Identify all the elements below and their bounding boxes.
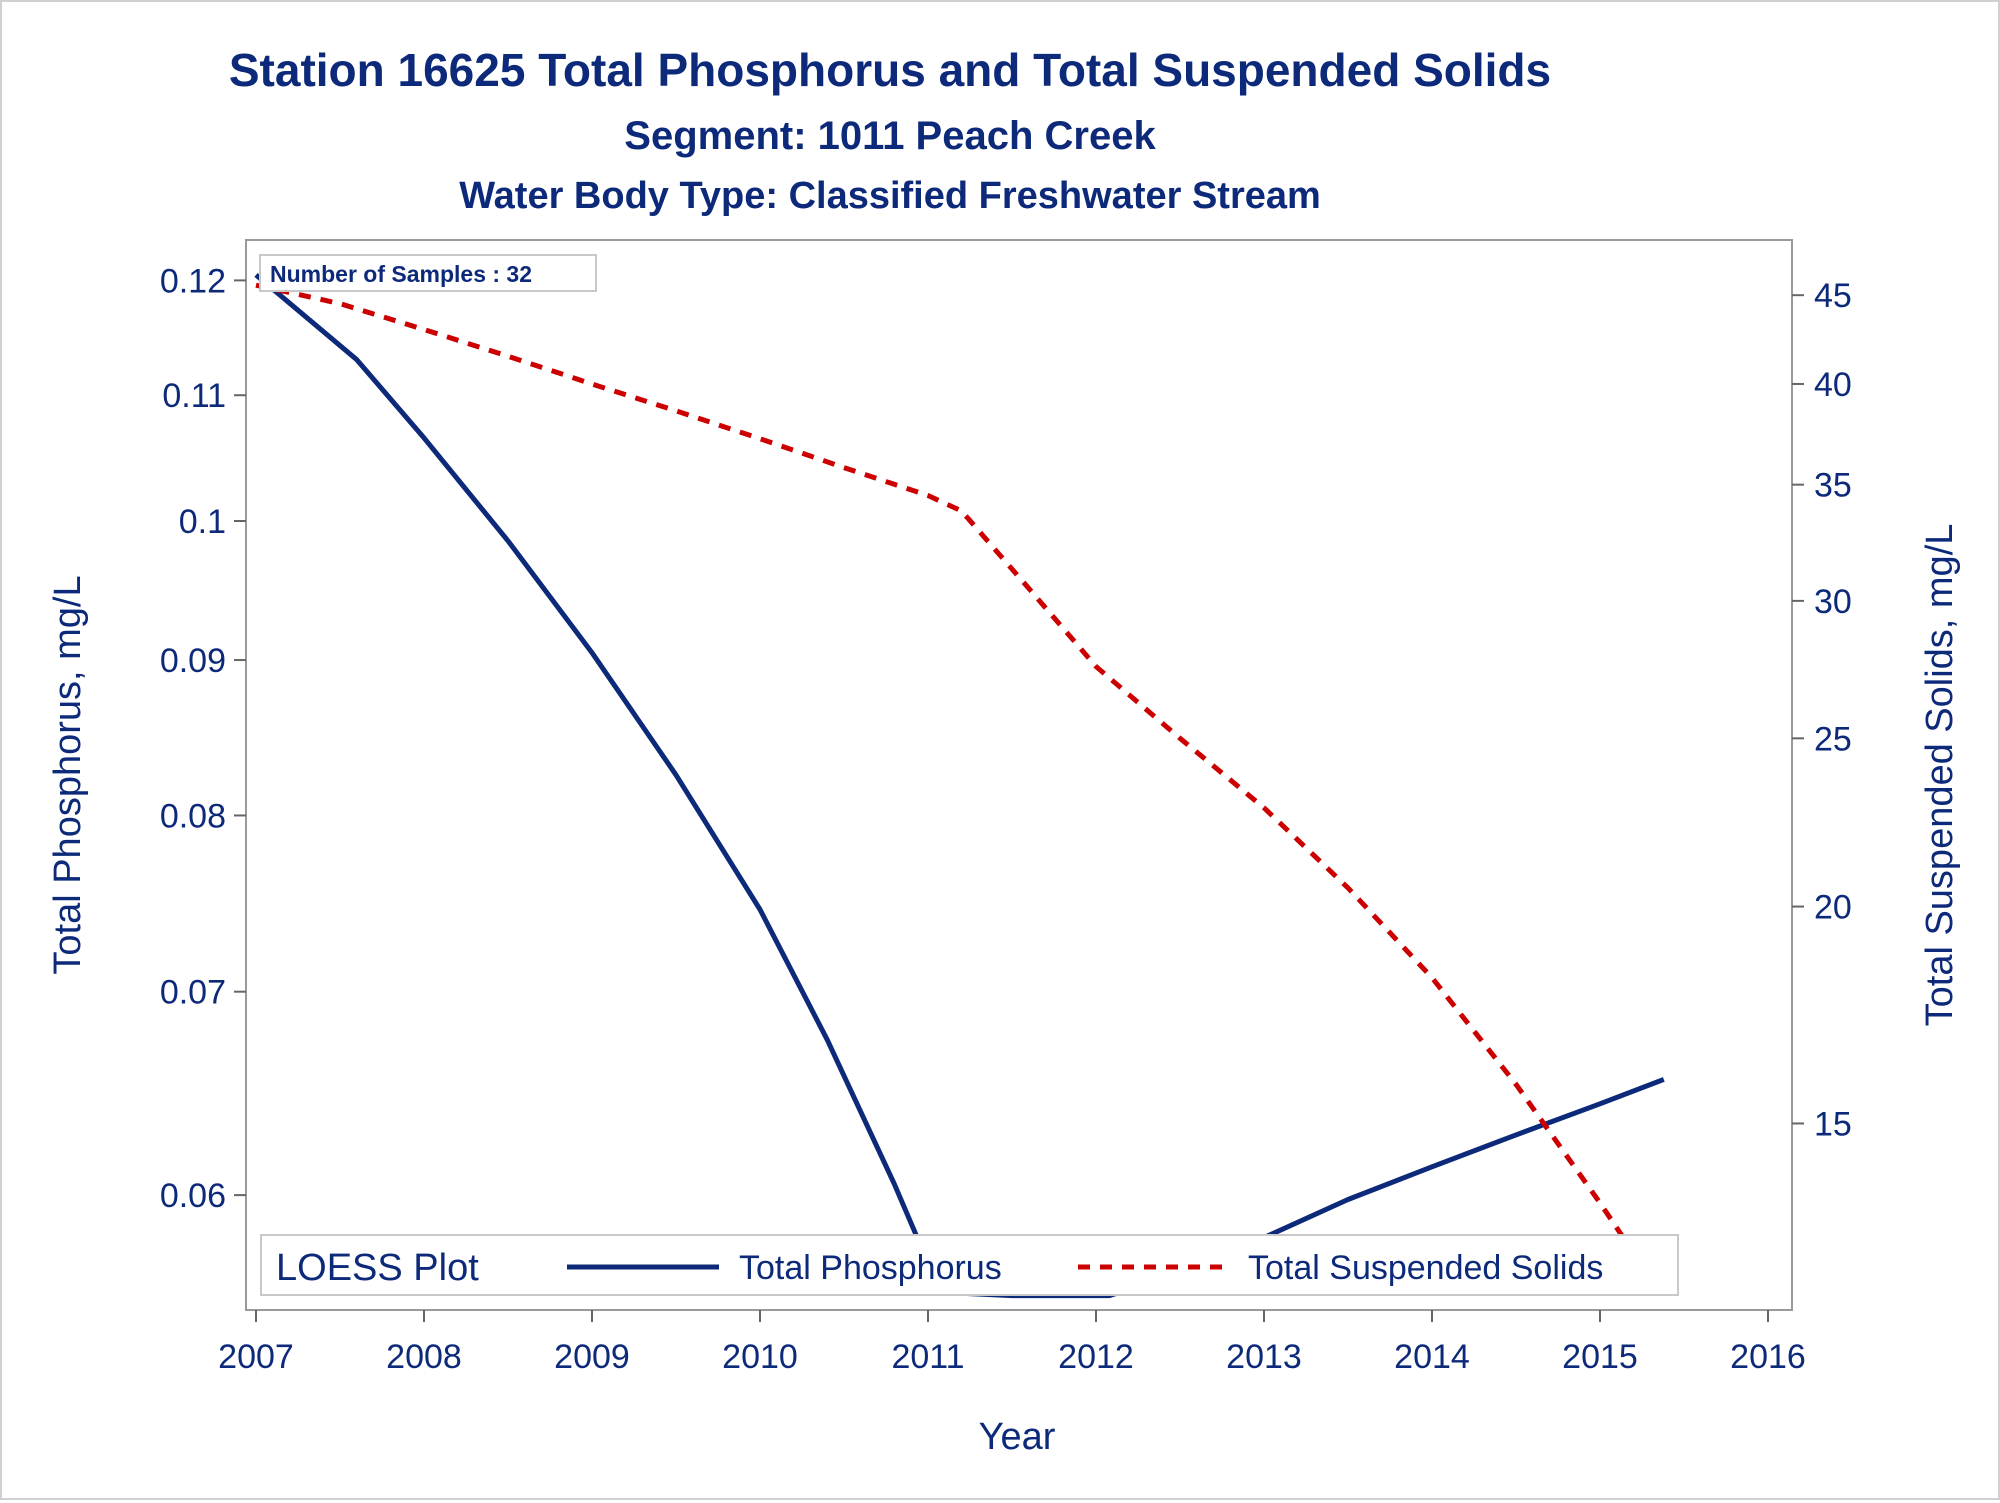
y-left-tick-label: 0.07 [160, 974, 226, 1012]
series-line-total-suspended-solids [255, 282, 1666, 1300]
y-left-tick-label: 0.08 [160, 797, 226, 835]
x-tick-label: 2011 [891, 1338, 964, 1376]
y-left-tick-label: 0.11 [162, 377, 226, 415]
y-left-tick-label: 0.06 [160, 1177, 226, 1215]
y-right-tick-label: 20 [1814, 889, 1852, 927]
x-tick-label: 2010 [722, 1338, 798, 1376]
legend: LOESS Plot Total Phosphorus Total Suspen… [260, 1234, 1679, 1296]
legend-box [260, 1234, 1679, 1296]
series-line-total-phosphorus [254, 272, 1665, 1299]
x-tick-label: 2014 [1394, 1338, 1470, 1376]
x-tick-label: 2012 [1058, 1338, 1134, 1376]
x-tick-label: 2007 [218, 1338, 294, 1376]
x-tick-label: 2015 [1562, 1338, 1638, 1376]
chart-title: Station 16625 Total Phosphorus and Total… [229, 44, 1551, 96]
y-axis-right: 15 20 25 30 35 40 45 [1792, 277, 1852, 1143]
legend-title: LOESS Plot [276, 1247, 479, 1289]
y-left-tick-label: 0.1 [179, 503, 226, 541]
x-tick-label: 2016 [1730, 1338, 1806, 1376]
chart-subtitle-segment: Segment: 1011 Peach Creek [624, 114, 1156, 158]
x-tick-label: 2013 [1226, 1338, 1302, 1376]
y-right-tick-label: 45 [1814, 277, 1852, 315]
x-tick-label: 2008 [386, 1338, 462, 1376]
y-left-tick-label: 0.12 [160, 262, 226, 300]
x-axis: 2007 2008 2009 2010 2011 2012 2013 2014 2015 2016 [218, 1310, 1806, 1376]
y-right-tick-label: 15 [1814, 1105, 1852, 1143]
legend-label-total-suspended-solids: Total Suspended Solids [1248, 1249, 1603, 1287]
chart-subtitle-water-body: Water Body Type: Classified Freshwater S… [459, 175, 1321, 217]
y-axis-right-label: Total Suspended Solids, mg/L [1919, 524, 1961, 1027]
y-right-tick-label: 40 [1814, 366, 1852, 404]
series-layer [254, 272, 1666, 1300]
y-axis-left: 0.06 0.07 0.08 0.09 0.1 0.11 0.12 [160, 262, 246, 1215]
sample-count-box [259, 254, 597, 292]
legend-label-total-phosphorus: Total Phosphorus [739, 1249, 1002, 1287]
y-right-tick-label: 35 [1814, 467, 1852, 505]
x-tick-label: 2009 [554, 1338, 630, 1376]
x-axis-label: Year [979, 1416, 1056, 1458]
y-axis-left-label: Total Phosphorus, mg/L [47, 575, 89, 974]
y-right-tick-label: 30 [1814, 583, 1852, 621]
sample-count-annotation: Number of Samples : 32 [270, 261, 532, 287]
y-right-tick-label: 25 [1814, 720, 1852, 758]
y-left-tick-label: 0.09 [160, 642, 226, 680]
plot-area [245, 239, 1793, 1311]
